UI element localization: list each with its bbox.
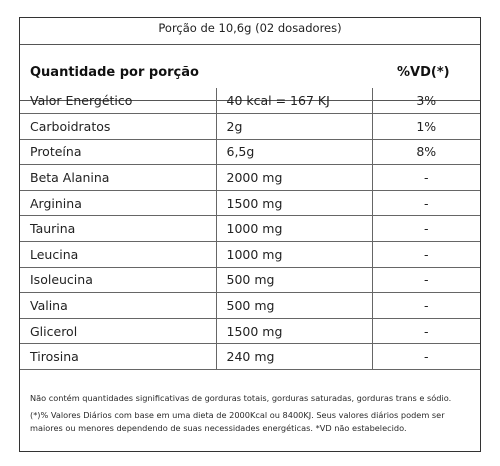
nutrition-table: Valor Energético 40 kcal = 167 KJ 3% Car… (20, 88, 480, 371)
table-row: Carboidratos 2g 1% (20, 113, 480, 140)
nutrient-name: Glicerol (20, 318, 217, 345)
nutrient-amount: 1500 mg (216, 318, 373, 345)
nutrient-name: Valina (20, 292, 217, 319)
table-row: Taurina 1000 mg - (20, 215, 480, 243)
table-row: Proteína 6,5g 8% (20, 139, 480, 166)
nutrient-vd: - (372, 267, 480, 294)
nutrient-name: Proteína (20, 139, 217, 166)
nutrient-vd: 1% (372, 113, 480, 140)
table-row: Leucina 1000 mg - (20, 241, 480, 268)
nutrient-amount: 2000 mg (216, 164, 373, 191)
footnotes: Não contém quantidades significativas de… (30, 392, 474, 439)
nutrient-vd: 3% (372, 88, 480, 115)
header-title: Quantidade por porção (30, 65, 199, 80)
header-vd: %VD(*) (397, 65, 450, 80)
nutrient-name: Beta Alanina (20, 164, 217, 191)
footnote-not-significant: Não contém quantidades significativas de… (30, 393, 452, 403)
table-row: Valor Energético 40 kcal = 167 KJ 3% (20, 88, 480, 115)
nutrient-amount: 500 mg (216, 292, 373, 319)
nutrient-amount: 1000 mg (216, 241, 373, 268)
nutrient-amount: 1000 mg (216, 215, 373, 243)
nutrient-amount: 2g (216, 113, 373, 140)
nutrient-vd: - (372, 164, 480, 191)
nutrient-vd: - (372, 318, 480, 345)
table-row: Valina 500 mg - (20, 292, 480, 319)
nutrient-name: Arginina (20, 190, 217, 217)
portion-size: Porção de 10,6g (02 dosadores) (158, 21, 342, 35)
nutrient-amount: 500 mg (216, 267, 373, 294)
table-row: Isoleucina 500 mg - (20, 267, 480, 294)
nutrient-vd: 8% (372, 139, 480, 166)
nutrient-name: Leucina (20, 241, 217, 268)
nutrient-amount: 1500 mg (216, 190, 373, 217)
nutrient-name: Isoleucina (20, 267, 217, 294)
table-row: Tirosina 240 mg - (20, 343, 480, 371)
nutrient-name: Tirosina (20, 343, 217, 371)
nutrient-name: Carboidratos (20, 113, 217, 140)
nutrient-vd: - (372, 215, 480, 243)
table-row: Arginina 1500 mg - (20, 190, 480, 217)
nutrient-amount: 240 mg (216, 343, 373, 371)
nutrient-vd: - (372, 241, 480, 268)
nutrient-name: Taurina (20, 215, 217, 243)
nutrition-facts-label: Porção de 10,6g (02 dosadores) Quantidad… (19, 17, 481, 452)
nutrient-vd: - (372, 343, 480, 371)
nutrient-amount: 6,5g (216, 139, 373, 166)
table-row: Glicerol 1500 mg - (20, 318, 480, 345)
table-row: Beta Alanina 2000 mg - (20, 164, 480, 191)
footnote-daily-values: (*)% Valores Diários com base em uma die… (30, 410, 445, 433)
nutrient-vd: - (372, 190, 480, 217)
nutrient-vd: - (372, 292, 480, 319)
nutrient-amount: 40 kcal = 167 KJ (216, 88, 373, 115)
nutrient-name: Valor Energético (20, 88, 217, 115)
